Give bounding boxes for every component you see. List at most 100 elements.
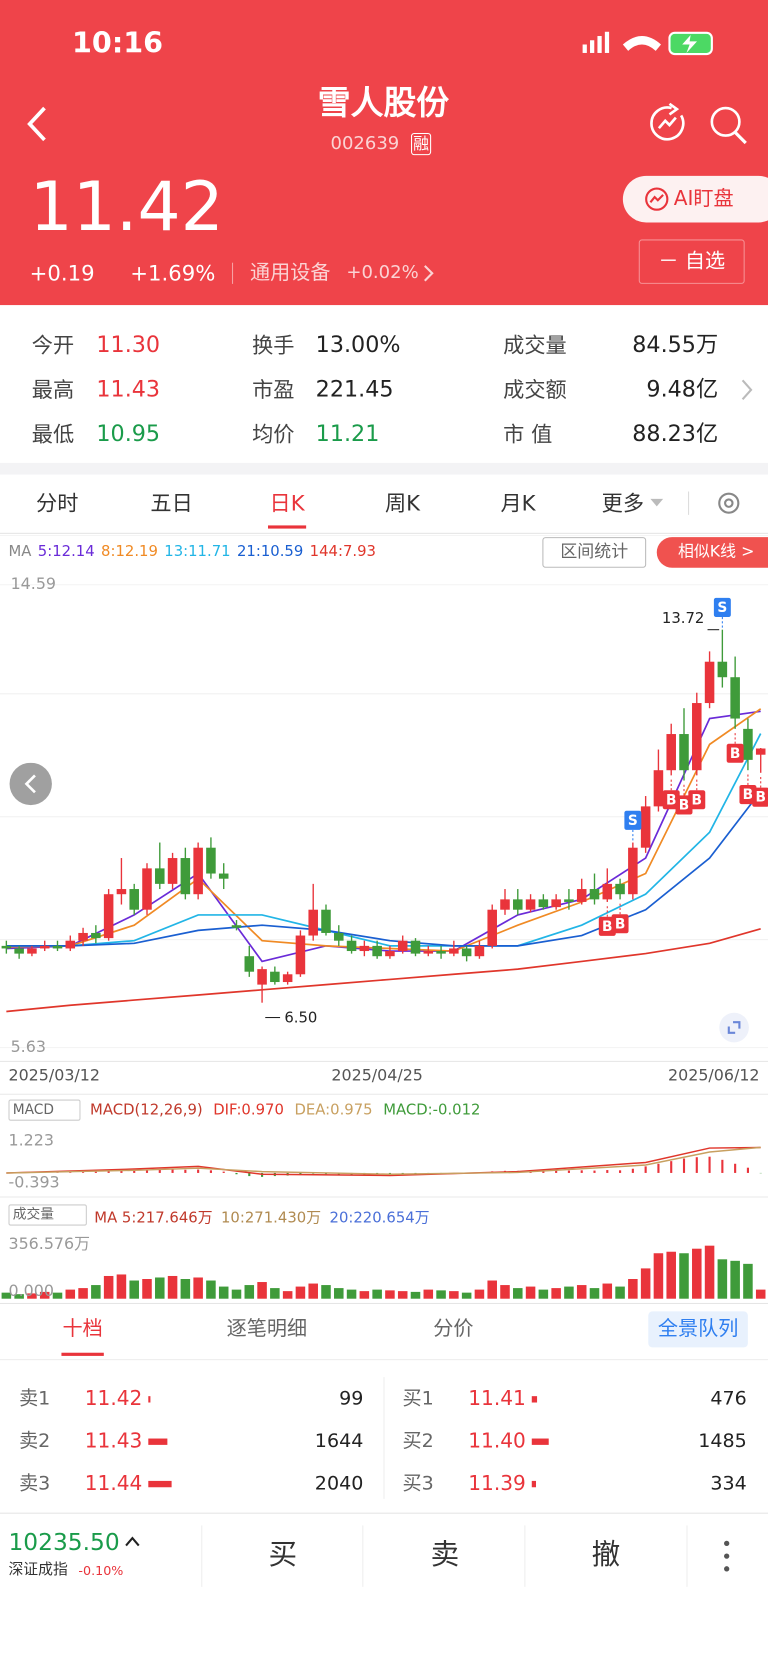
trade-button[interactable]: 买 bbox=[268, 1538, 298, 1572]
book-price: 11.44 bbox=[84, 1471, 143, 1496]
signal-badge bbox=[598, 916, 616, 936]
header-icons[interactable] bbox=[646, 102, 752, 145]
candle-body bbox=[116, 889, 127, 895]
y-tick-label: 5.63 bbox=[11, 1037, 46, 1056]
volume-bar bbox=[346, 1289, 357, 1299]
tab[interactable]: 五日 bbox=[150, 490, 193, 516]
candle-body bbox=[755, 748, 766, 755]
candle-body bbox=[513, 899, 523, 910]
ma-title: MA bbox=[8, 543, 32, 561]
signal-label: B bbox=[679, 797, 690, 813]
tab[interactable]: 月K bbox=[500, 490, 536, 516]
index-value[interactable]: 10235.50 bbox=[8, 1529, 120, 1557]
candle-body bbox=[576, 889, 587, 902]
book-price: 11.43 bbox=[84, 1429, 143, 1453]
stat-value: 11.30 bbox=[96, 332, 161, 358]
range-stats-button[interactable] bbox=[542, 537, 647, 568]
candle-body bbox=[129, 889, 139, 910]
y-tick-label: 14.59 bbox=[11, 574, 56, 593]
macd-selector-label: MACD bbox=[12, 1102, 54, 1119]
ma-line bbox=[6, 733, 762, 947]
scroll-left-button[interactable] bbox=[9, 762, 54, 807]
index-expand[interactable] bbox=[123, 1534, 142, 1549]
back-button[interactable] bbox=[21, 104, 53, 146]
settings-icon[interactable] bbox=[686, 487, 750, 519]
candle-body bbox=[538, 899, 549, 908]
macd-params: MACD(12,26,9) bbox=[90, 1101, 203, 1119]
stat-label: 换手 bbox=[252, 332, 295, 359]
stat-label: 最低 bbox=[31, 421, 75, 448]
book-tab-underline bbox=[61, 1352, 104, 1356]
tab[interactable]: 分时 bbox=[36, 490, 79, 516]
volume-selector[interactable] bbox=[8, 1204, 87, 1226]
candle-body bbox=[206, 847, 216, 874]
watch-button[interactable] bbox=[638, 239, 745, 284]
sector[interactable]: 通用设备 bbox=[249, 261, 331, 285]
candle-body bbox=[244, 956, 255, 972]
volume-bar bbox=[78, 1288, 88, 1299]
volume-bar bbox=[27, 1293, 37, 1299]
signal-badge bbox=[662, 790, 680, 810]
signal-label: B bbox=[666, 792, 677, 808]
annotation-label: 13.72 bbox=[662, 610, 704, 627]
volume-bar bbox=[257, 1282, 267, 1299]
volume-bar bbox=[717, 1259, 728, 1299]
stat-value: 11.21 bbox=[315, 421, 380, 447]
candle-body bbox=[167, 858, 178, 884]
volume-bar bbox=[359, 1291, 370, 1299]
volume-bar bbox=[679, 1253, 689, 1299]
stat-value: 84.55万 bbox=[632, 332, 719, 358]
candle-body bbox=[78, 932, 88, 941]
candle-body bbox=[602, 883, 613, 900]
book-tab[interactable]: 十档 bbox=[62, 1317, 103, 1341]
book-tab[interactable]: 逐笔明细 bbox=[226, 1317, 308, 1341]
header-bg bbox=[0, 0, 768, 306]
candle-body bbox=[500, 899, 510, 910]
signal-badge bbox=[713, 597, 731, 617]
book-price: 11.40 bbox=[468, 1429, 526, 1453]
tab[interactable]: 日K bbox=[269, 490, 305, 516]
trade-button[interactable]: 卖 bbox=[430, 1538, 460, 1572]
volume-legend: MA 5:217.646万 10:271.430万 20:220.654万 bbox=[94, 1207, 429, 1228]
queue-button[interactable] bbox=[648, 1311, 748, 1348]
candle-body bbox=[397, 940, 408, 952]
index-name: 深证成指 bbox=[8, 1561, 68, 1579]
signal-badge bbox=[675, 795, 693, 815]
candle-body bbox=[231, 925, 242, 928]
tab[interactable]: 更多 bbox=[601, 490, 645, 516]
similar-kline-button[interactable] bbox=[656, 537, 768, 568]
volume-bar bbox=[91, 1285, 101, 1299]
candle-body bbox=[91, 932, 101, 939]
book-volume-bar bbox=[148, 1438, 168, 1445]
candle-body bbox=[308, 909, 318, 936]
candle-body bbox=[334, 932, 344, 941]
volume-bar bbox=[39, 1291, 50, 1299]
volume-ma-label: 20:220.654万 bbox=[329, 1209, 430, 1227]
more-menu[interactable] bbox=[716, 1538, 737, 1574]
volume-bar bbox=[755, 1289, 766, 1299]
volume-bar bbox=[295, 1286, 306, 1299]
macd-selector[interactable] bbox=[8, 1099, 81, 1121]
candle-body bbox=[692, 703, 702, 771]
price-change: +0.19 bbox=[29, 260, 95, 287]
macd-legend: MACD(12,26,9) DIF:0.970 DEA:0.975 MACD:-… bbox=[90, 1102, 480, 1119]
stock-name: 雪人股份 bbox=[317, 84, 450, 123]
candle-body bbox=[180, 858, 191, 895]
trade-button[interactable]: 撤 bbox=[591, 1538, 621, 1572]
stat-value: 9.48亿 bbox=[646, 376, 719, 403]
book-tab[interactable]: 分价 bbox=[433, 1317, 474, 1341]
stats-chevron[interactable] bbox=[738, 377, 755, 402]
expand-button[interactable] bbox=[718, 1012, 750, 1044]
divider bbox=[0, 1359, 768, 1361]
ma-line bbox=[6, 927, 761, 1013]
divider bbox=[362, 1525, 364, 1587]
volume-bar bbox=[704, 1245, 715, 1299]
tab[interactable]: 周K bbox=[384, 490, 421, 516]
signal-badge bbox=[739, 785, 757, 805]
volume-bar bbox=[564, 1286, 574, 1299]
book-volume-bar bbox=[148, 1396, 151, 1403]
book-price: 11.42 bbox=[84, 1387, 143, 1411]
volume-ma-label: 10:271.430万 bbox=[220, 1209, 322, 1227]
ai-button-label: AI盯盘 bbox=[673, 186, 734, 211]
volume-bar bbox=[666, 1251, 676, 1299]
